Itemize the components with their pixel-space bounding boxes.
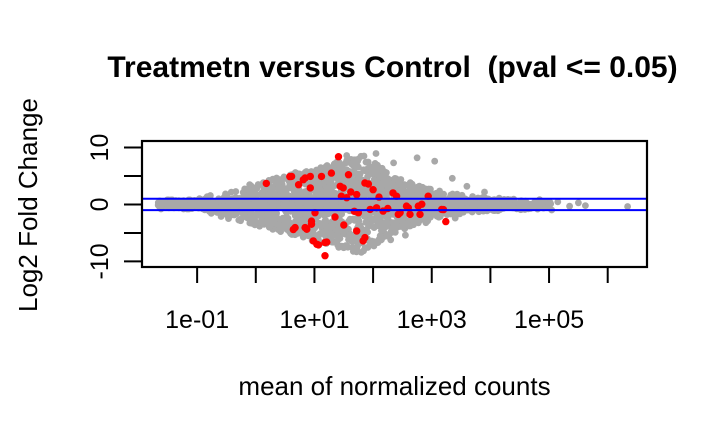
x-tick-label: 1e-01 (165, 306, 229, 334)
y-axis: 10 0 -10 (86, 134, 142, 279)
data-points-layer (154, 150, 631, 260)
y-tick-label: -10 (86, 243, 114, 279)
x-tick-label: 1e+03 (397, 306, 467, 334)
x-tick-label: 1e+01 (279, 306, 349, 334)
y-tick-label: 0 (86, 198, 114, 212)
x-tick-label: 1e+05 (514, 306, 584, 334)
x-axis-label: mean of normalized counts (238, 371, 551, 401)
fold-change-threshold-lines (142, 197, 647, 212)
y-tick-label: 10 (86, 134, 114, 162)
chart-title: Treatmetn versus Control (pval <= 0.05) (107, 51, 678, 84)
x-axis: 1e-01 1e+01 1e+03 1e+05 (165, 267, 609, 334)
